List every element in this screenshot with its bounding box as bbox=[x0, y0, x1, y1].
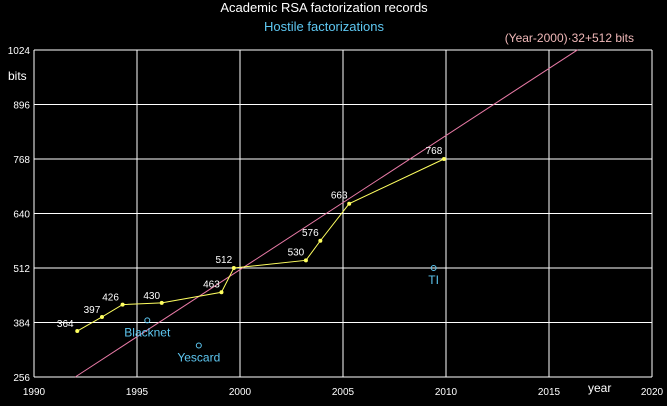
hostile-point-label: Yescard bbox=[177, 350, 220, 364]
record-point-label: 530 bbox=[288, 247, 305, 258]
y-axis-label: bits bbox=[8, 69, 27, 83]
x-tick-label: 1990 bbox=[23, 387, 46, 398]
record-point-label: 768 bbox=[426, 146, 443, 157]
y-tick-label: 256 bbox=[13, 373, 30, 384]
x-tick-label: 2020 bbox=[641, 387, 664, 398]
y-tick-label: 384 bbox=[13, 319, 30, 330]
record-point-label: 663 bbox=[331, 191, 348, 202]
grid bbox=[33, 49, 653, 378]
y-tick-label: 512 bbox=[13, 264, 30, 275]
record-point bbox=[159, 300, 164, 305]
reference-line-label: (Year-2000)·32+512 bits bbox=[505, 31, 634, 45]
hostile-point bbox=[144, 317, 151, 324]
record-point-label: 463 bbox=[203, 279, 220, 290]
record-point bbox=[120, 302, 125, 307]
record-point bbox=[219, 290, 224, 295]
record-point-label: 364 bbox=[57, 319, 74, 330]
x-tick-label: 1995 bbox=[126, 387, 149, 398]
x-tick-label: 2015 bbox=[538, 387, 561, 398]
tick-labels: 1990 1995 2000 2005 2010 2015 2020 256 384 512 640… bbox=[8, 46, 664, 398]
record-point bbox=[99, 314, 104, 319]
record-point bbox=[441, 157, 446, 161]
record-point-label: 576 bbox=[302, 228, 319, 239]
x-tick-label: 2010 bbox=[435, 387, 458, 398]
hostile-point-label: TI bbox=[428, 273, 439, 287]
record-point bbox=[318, 238, 323, 243]
record-point bbox=[231, 266, 236, 270]
hostile-point-label: Blacknet bbox=[124, 325, 171, 339]
hostile-point bbox=[195, 342, 202, 349]
record-series-line bbox=[77, 158, 445, 332]
chart-title: Academic RSA factorization records bbox=[220, 0, 428, 15]
hostile-points: Blacknet Yescard TI bbox=[124, 265, 439, 364]
record-point-label: 426 bbox=[102, 293, 119, 304]
record-point bbox=[75, 329, 80, 334]
hostile-point bbox=[430, 265, 437, 271]
reference-line bbox=[74, 49, 579, 378]
record-point-label: 430 bbox=[143, 291, 160, 302]
record-point bbox=[303, 258, 308, 263]
record-point-label: 397 bbox=[84, 305, 101, 316]
y-tick-label: 768 bbox=[13, 155, 30, 166]
y-tick-label: 896 bbox=[13, 101, 30, 112]
y-tick-label: 640 bbox=[13, 210, 30, 221]
chart-subtitle: Hostile factorizations bbox=[264, 19, 384, 34]
reference-trend-line bbox=[74, 49, 579, 378]
x-axis-label: year bbox=[588, 381, 611, 395]
x-tick-label: 2005 bbox=[332, 387, 355, 398]
record-point bbox=[347, 201, 352, 206]
x-tick-label: 2000 bbox=[229, 387, 252, 398]
record-point-label: 512 bbox=[215, 255, 232, 266]
y-tick-label: 1024 bbox=[8, 46, 31, 57]
